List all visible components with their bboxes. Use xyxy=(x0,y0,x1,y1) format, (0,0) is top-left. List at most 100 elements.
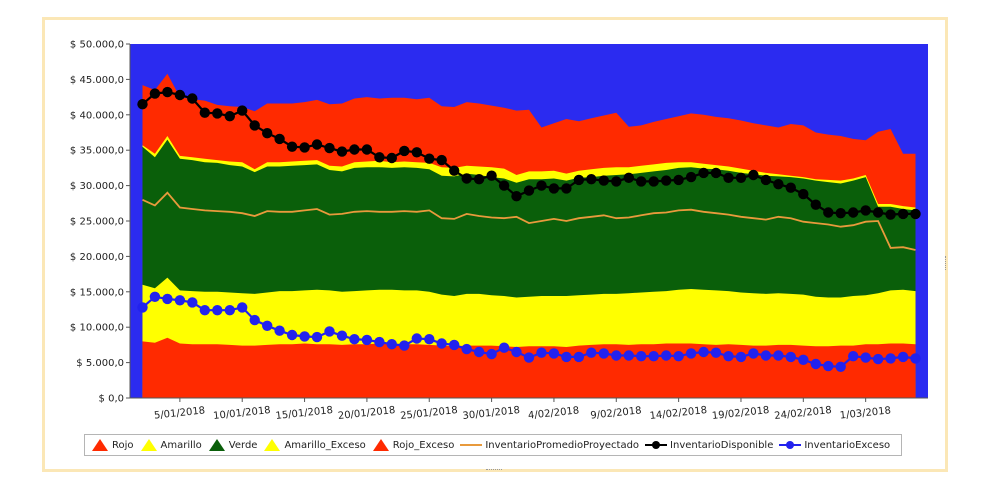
point-inventarioexceso xyxy=(573,351,585,363)
x-tick-label: 10/01/2018 xyxy=(213,405,271,422)
point-inventarioexceso xyxy=(286,329,298,341)
point-inventarioexceso xyxy=(324,326,335,337)
point-inventariodisponible xyxy=(137,99,148,110)
point-inventariodisponible xyxy=(798,188,809,200)
point-inventarioexceso xyxy=(361,334,373,346)
point-inventariodisponible xyxy=(823,207,834,218)
point-inventariodisponible xyxy=(548,183,560,194)
point-inventariodisponible xyxy=(536,180,547,191)
y-tick-label: $ 5.000,0 xyxy=(76,358,124,369)
point-inventarioexceso xyxy=(798,354,809,365)
point-inventariodisponible xyxy=(449,165,460,176)
point-inventarioexceso xyxy=(785,351,796,363)
point-inventarioexceso xyxy=(773,350,784,361)
point-inventariodisponible xyxy=(336,146,348,157)
point-inventariodisponible xyxy=(411,147,422,158)
point-inventariodisponible xyxy=(237,105,248,116)
point-inventarioexceso xyxy=(461,343,472,355)
chart-canvas: $ 0,0 $ 5.000,0 $ 10.000,0 $ 15.000,0 $ 20.0… xyxy=(70,40,928,422)
point-inventarioexceso xyxy=(386,339,397,350)
point-inventariodisponible xyxy=(286,141,298,152)
point-inventarioexceso xyxy=(424,334,435,345)
point-inventariodisponible xyxy=(810,199,821,210)
legend-item-inventariodisponible: InventarioDisponible xyxy=(645,438,773,452)
point-inventariodisponible xyxy=(611,176,622,187)
point-inventariodisponible xyxy=(349,144,360,155)
point-inventariodisponible xyxy=(561,183,572,194)
legend-line-marker-icon xyxy=(779,441,802,449)
y-tick-label: $ 15.000,0 xyxy=(70,287,124,298)
point-inventariodisponible xyxy=(598,175,609,186)
point-inventariodisponible xyxy=(910,208,921,220)
point-inventarioexceso xyxy=(823,360,834,372)
point-inventariodisponible xyxy=(486,170,497,181)
point-inventariodisponible xyxy=(648,176,659,187)
point-inventariodisponible xyxy=(723,172,734,183)
point-inventariodisponible xyxy=(262,128,273,139)
point-inventarioexceso xyxy=(149,291,161,302)
point-inventarioexceso xyxy=(137,302,148,313)
point-inventarioexceso xyxy=(586,347,597,358)
point-inventarioexceso xyxy=(199,305,210,316)
point-inventariodisponible xyxy=(673,174,684,186)
point-inventarioexceso xyxy=(885,353,896,364)
point-inventariodisponible xyxy=(848,207,859,218)
legend-line-icon xyxy=(460,444,483,446)
area-rojo xyxy=(142,337,916,398)
y-tick-label: $ 40.000,0 xyxy=(70,110,124,121)
point-inventariodisponible xyxy=(735,172,747,183)
resize-handle-bottom[interactable] xyxy=(486,469,502,473)
point-inventariodisponible xyxy=(187,93,198,104)
point-inventariodisponible xyxy=(773,179,784,190)
point-inventarioexceso xyxy=(262,320,273,331)
point-inventariodisponible xyxy=(623,172,634,183)
legend-triangle-icon xyxy=(92,439,108,451)
legend-line-marker-icon xyxy=(645,441,668,449)
y-tick-label: $ 0,0 xyxy=(99,394,124,405)
point-inventarioexceso xyxy=(436,338,447,349)
point-inventarioexceso xyxy=(561,351,572,363)
resize-handle-right[interactable] xyxy=(945,256,949,270)
line-inventariopromedioproyectado xyxy=(142,191,916,251)
point-inventarioexceso xyxy=(623,350,634,361)
legend-label: Rojo xyxy=(112,439,134,451)
point-inventariodisponible xyxy=(835,208,846,219)
point-inventariodisponible xyxy=(511,191,522,202)
point-inventariodisponible xyxy=(274,133,285,145)
legend-triangle-icon xyxy=(208,439,225,451)
legend-item-rojo-exceso: Rojo_Exceso xyxy=(372,438,454,452)
point-inventarioexceso xyxy=(548,348,560,359)
point-inventarioexceso xyxy=(162,293,173,305)
x-tick-label: 14/02/2018 xyxy=(649,405,707,422)
point-inventarioexceso xyxy=(685,348,697,359)
point-inventariodisponible xyxy=(361,144,373,155)
point-inventariodisponible xyxy=(311,139,323,150)
legend-item-inventarioexceso: InventarioExceso xyxy=(779,438,890,452)
point-inventariodisponible xyxy=(573,174,585,186)
point-inventarioexceso xyxy=(224,305,235,316)
legend-triangle-icon xyxy=(140,439,157,451)
legend-label: InventarioPromedioProyectado xyxy=(485,439,640,451)
point-inventariodisponible xyxy=(424,153,435,164)
x-tick-label: 1/03/2018 xyxy=(839,405,891,421)
point-inventariodisponible xyxy=(885,209,896,220)
x-tick-label: 20/01/2018 xyxy=(337,405,395,422)
y-tick-label: $ 10.000,0 xyxy=(70,323,124,334)
point-inventariodisponible xyxy=(636,176,647,187)
point-inventarioexceso xyxy=(249,314,260,326)
point-inventariodisponible xyxy=(199,107,210,118)
point-inventarioexceso xyxy=(598,348,609,359)
point-inventarioexceso xyxy=(835,361,846,372)
point-inventarioexceso xyxy=(486,348,497,360)
point-inventariodisponible xyxy=(149,88,161,99)
x-tick-label: 9/02/2018 xyxy=(590,405,642,421)
point-inventariodisponible xyxy=(710,167,722,179)
point-inventariodisponible xyxy=(897,208,909,220)
point-inventariodisponible xyxy=(436,154,447,166)
point-inventarioexceso xyxy=(237,302,248,313)
legend-label: InventarioDisponible xyxy=(670,439,774,451)
point-inventarioexceso xyxy=(374,336,385,348)
point-inventarioexceso xyxy=(760,350,772,361)
point-inventarioexceso xyxy=(349,334,360,345)
legend-triangle-icon xyxy=(372,439,389,451)
